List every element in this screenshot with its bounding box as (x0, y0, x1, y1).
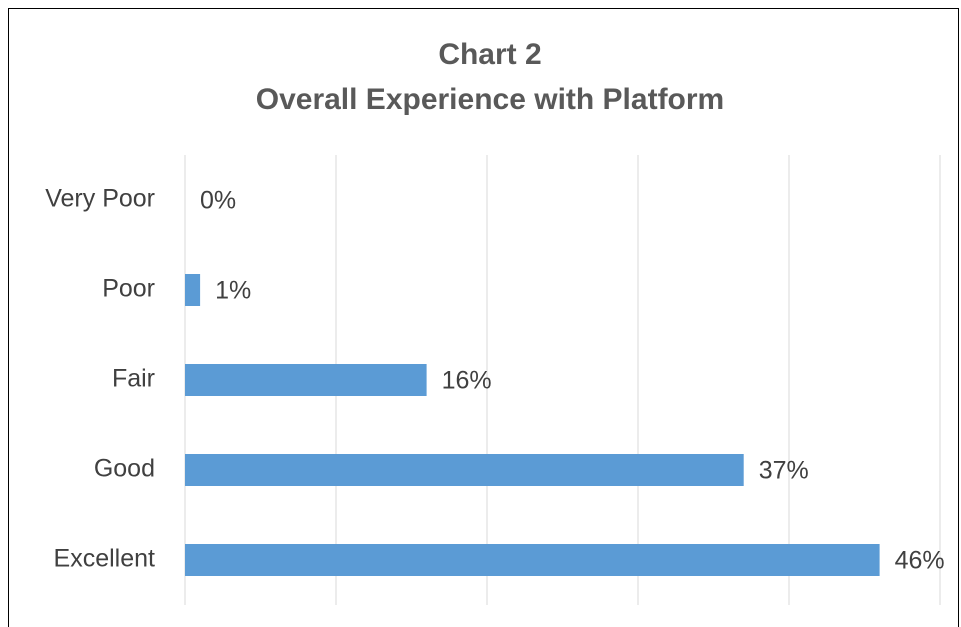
bar (185, 364, 427, 396)
chart-frame (8, 8, 959, 627)
data-label: 0% (200, 187, 236, 215)
chart-subtitle: Overall Experience with Platform (256, 83, 725, 116)
y-tick-label: Good (94, 455, 155, 483)
chart-title: Chart 2 (438, 38, 541, 71)
y-tick-label: Poor (102, 275, 155, 303)
data-label: 1% (215, 277, 251, 305)
data-label: 16% (442, 367, 492, 395)
bar (185, 544, 880, 576)
bar (185, 454, 744, 486)
data-label: 46% (895, 547, 945, 575)
y-tick-label: Excellent (54, 545, 155, 573)
data-label: 37% (759, 457, 809, 485)
bar (185, 274, 201, 306)
y-tick-label: Very Poor (45, 185, 155, 213)
y-tick-label: Fair (112, 365, 155, 393)
